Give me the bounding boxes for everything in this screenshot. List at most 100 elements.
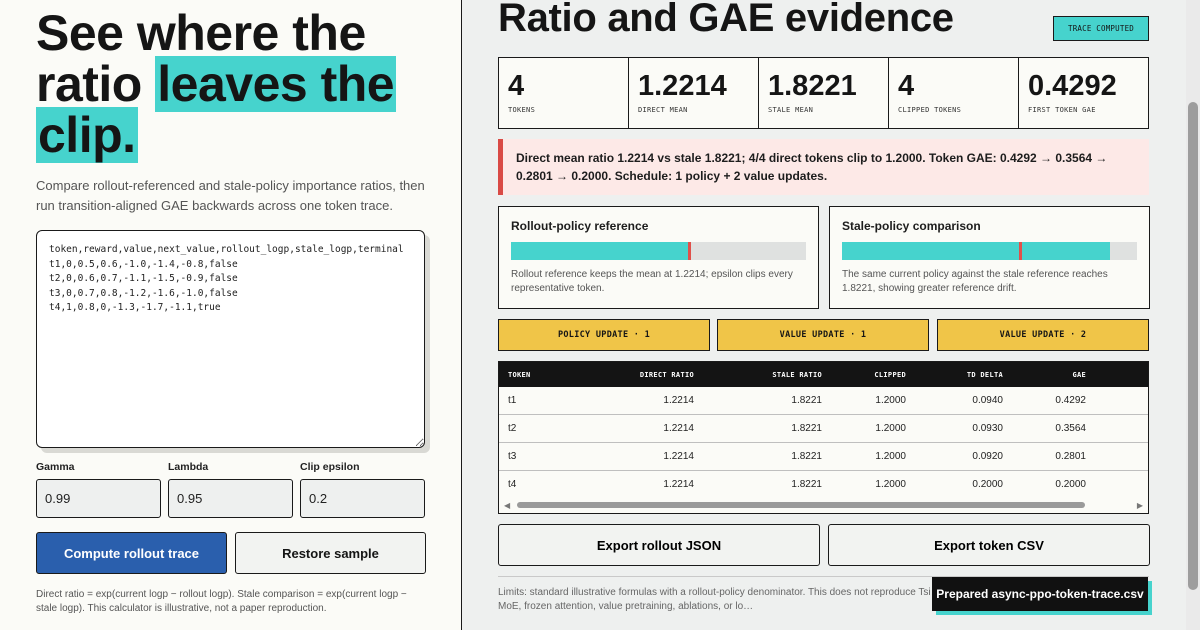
restore-sample-button[interactable]: Restore sample (235, 532, 426, 574)
clip-threshold-marker (688, 242, 691, 260)
column-header: DIRECT RATIO (639, 370, 694, 379)
compute-trace-button[interactable]: Compute rollout trace (36, 532, 227, 574)
formula-footnote: Direct ratio = exp(current logp − rollou… (36, 589, 407, 614)
cell-gae: 0.3564 (1055, 423, 1086, 434)
column-header: CLIPPED (874, 370, 906, 379)
cell-clipped: 1.2000 (875, 479, 906, 490)
cell-gae: 0.2801 (1055, 451, 1086, 462)
cell-stale-ratio: 1.8221 (791, 395, 822, 406)
input-panel: See where the ratio leaves the clip. Com… (0, 0, 462, 630)
rollout-reference-card: Rollout-policy reference Rollout referen… (498, 206, 819, 309)
stats-row: 4 TOKENS 1.2214 DIRECT MEAN 1.8221 STALE… (498, 57, 1149, 129)
trace-input[interactable] (36, 230, 425, 448)
limits-note: Limits: standard illustrative formulas w… (498, 587, 1131, 612)
table-row: t3 1.2214 1.8221 1.2000 0.0920 0.2801 (499, 443, 1148, 471)
export-toast: Prepared async-ppo-token-trace.csv (932, 577, 1148, 611)
summary-alert: Direct mean ratio 1.2214 vs stale 1.8221… (498, 139, 1149, 195)
cell-clipped: 1.2000 (875, 451, 906, 462)
results-panel: Ratio and GAE evidence TRACE COMPUTED 4 … (462, 0, 1186, 630)
status-badge: TRACE COMPUTED (1053, 16, 1149, 41)
cell-td-delta: 0.2000 (972, 479, 1003, 490)
scrollbar-thumb[interactable] (517, 502, 1085, 508)
stat-label: STALE MEAN (768, 106, 814, 114)
lambda-input[interactable] (168, 479, 293, 518)
stale-comparison-card: Stale-policy comparison The same current… (829, 206, 1150, 309)
column-header: STALE RATIO (772, 370, 822, 379)
stat-label: TOKENS (508, 106, 536, 114)
hero-highlight-2: clip. (36, 107, 138, 163)
page-scrollbar[interactable] (1186, 0, 1200, 630)
stat-label: FIRST TOKEN GAE (1028, 106, 1096, 114)
cell-gae: 0.2000 (1055, 479, 1086, 490)
table-row: t1 1.2214 1.8221 1.2000 0.0940 0.4292 (499, 387, 1148, 415)
cell-td-delta: 0.0930 (972, 423, 1003, 434)
stat-direct-mean: 1.2214 DIRECT MEAN (629, 58, 759, 128)
ratio-bar (842, 242, 1137, 260)
cell-token: t3 (508, 451, 517, 462)
schedule-value-update-1: VALUE UPDATE · 1 (717, 319, 929, 351)
cell-stale-ratio: 1.8221 (791, 479, 822, 490)
stat-clipped-tokens: 4 CLIPPED TOKENS (889, 58, 1019, 128)
cell-gae: 0.4292 (1055, 395, 1086, 406)
hero-title: See where the ratio leaves the clip. (36, 5, 446, 163)
token-table: TOKEN DIRECT RATIO STALE RATIO CLIPPED T… (498, 361, 1149, 514)
stat-value: 1.8221 (768, 70, 857, 102)
card-title: Stale-policy comparison (842, 219, 981, 233)
hero-line-2a: ratio (36, 56, 156, 112)
epsilon-field: Clip epsilon (300, 461, 425, 518)
schedule-policy-update: POLICY UPDATE · 1 (498, 319, 710, 351)
gamma-field: Gamma (36, 461, 161, 518)
results-title: Ratio and GAE evidence (498, 0, 954, 40)
cell-clipped: 1.2000 (875, 395, 906, 406)
table-row: t2 1.2214 1.8221 1.2000 0.0930 0.3564 (499, 415, 1148, 443)
cell-direct-ratio: 1.2214 (663, 423, 694, 434)
cell-token: t1 (508, 395, 517, 406)
divider (498, 576, 1149, 577)
stat-stale-mean: 1.8221 STALE MEAN (759, 58, 889, 128)
stat-label: CLIPPED TOKENS (898, 106, 962, 114)
column-header: TOKEN (508, 370, 531, 379)
export-json-button[interactable]: Export rollout JSON (498, 524, 820, 566)
table-row: t4 1.2214 1.8221 1.2000 0.2000 0.2000 (499, 471, 1148, 499)
ratio-bar-fill (511, 242, 691, 260)
cell-direct-ratio: 1.2214 (663, 451, 694, 462)
column-header: GAE (1072, 370, 1086, 379)
cell-clipped: 1.2000 (875, 423, 906, 434)
hero-highlight-1: leaves the (155, 56, 397, 112)
stat-first-token-gae: 0.4292 FIRST TOKEN GAE (1019, 58, 1148, 128)
table-header: TOKEN DIRECT RATIO STALE RATIO CLIPPED T… (499, 362, 1148, 387)
card-description: The same current policy against the stal… (842, 269, 1108, 294)
lambda-field: Lambda (168, 461, 293, 518)
cell-token: t4 (508, 479, 517, 490)
column-header: TD DELTA (966, 370, 1003, 379)
table-horizontal-scrollbar[interactable]: ◀ ▶ (499, 497, 1148, 513)
cell-td-delta: 0.0920 (972, 451, 1003, 462)
gamma-label: Gamma (36, 461, 75, 473)
clip-threshold-marker (1019, 242, 1022, 260)
card-title: Rollout-policy reference (511, 219, 649, 233)
cell-td-delta: 0.0940 (972, 395, 1003, 406)
lambda-label: Lambda (168, 461, 209, 473)
scroll-right-arrow-icon[interactable]: ▶ (1136, 501, 1143, 510)
stat-value: 0.4292 (1028, 70, 1117, 102)
stat-value: 1.2214 (638, 70, 727, 102)
stat-value: 4 (898, 70, 915, 102)
trace-input-wrapper (36, 230, 430, 453)
epsilon-label: Clip epsilon (300, 461, 360, 473)
cell-token: t2 (508, 423, 517, 434)
export-csv-button[interactable]: Export token CSV (828, 524, 1150, 566)
page-scrollbar-thumb[interactable] (1188, 102, 1198, 590)
stat-value: 4 (508, 70, 525, 102)
ratio-bar-fill (842, 242, 1111, 260)
stat-tokens: 4 TOKENS (499, 58, 629, 128)
stat-label: DIRECT MEAN (638, 106, 688, 114)
gamma-input[interactable] (36, 479, 161, 518)
cell-stale-ratio: 1.8221 (791, 451, 822, 462)
scroll-left-arrow-icon[interactable]: ◀ (504, 501, 511, 510)
hero-subtitle: Compare rollout-referenced and stale-pol… (36, 178, 425, 213)
cell-direct-ratio: 1.2214 (663, 479, 694, 490)
epsilon-input[interactable] (300, 479, 425, 518)
ratio-bar (511, 242, 806, 260)
hero-line-1: See where the (36, 5, 366, 61)
cell-direct-ratio: 1.2214 (663, 395, 694, 406)
